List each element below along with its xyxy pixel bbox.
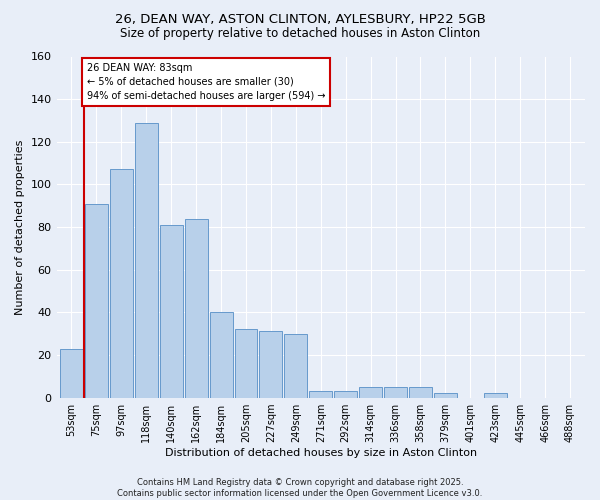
Bar	[259, 332, 283, 398]
Bar	[185, 218, 208, 398]
Text: Contains HM Land Registry data © Crown copyright and database right 2025.
Contai: Contains HM Land Registry data © Crown c…	[118, 478, 482, 498]
Bar	[434, 394, 457, 398]
Text: 26, DEAN WAY, ASTON CLINTON, AYLESBURY, HP22 5GB: 26, DEAN WAY, ASTON CLINTON, AYLESBURY, …	[115, 12, 485, 26]
Bar	[209, 312, 233, 398]
Bar	[310, 391, 332, 398]
Text: 26 DEAN WAY: 83sqm
← 5% of detached houses are smaller (30)
94% of semi-detached: 26 DEAN WAY: 83sqm ← 5% of detached hous…	[87, 63, 325, 101]
Text: Size of property relative to detached houses in Aston Clinton: Size of property relative to detached ho…	[120, 28, 480, 40]
X-axis label: Distribution of detached houses by size in Aston Clinton: Distribution of detached houses by size …	[165, 448, 477, 458]
Bar	[135, 122, 158, 398]
Bar	[235, 330, 257, 398]
Bar	[484, 394, 507, 398]
Bar	[359, 387, 382, 398]
Bar	[284, 334, 307, 398]
Bar	[384, 387, 407, 398]
Y-axis label: Number of detached properties: Number of detached properties	[15, 140, 25, 314]
Bar	[60, 348, 83, 398]
Bar	[110, 170, 133, 398]
Bar	[160, 225, 182, 398]
Bar	[85, 204, 108, 398]
Bar	[409, 387, 432, 398]
Bar	[334, 391, 357, 398]
